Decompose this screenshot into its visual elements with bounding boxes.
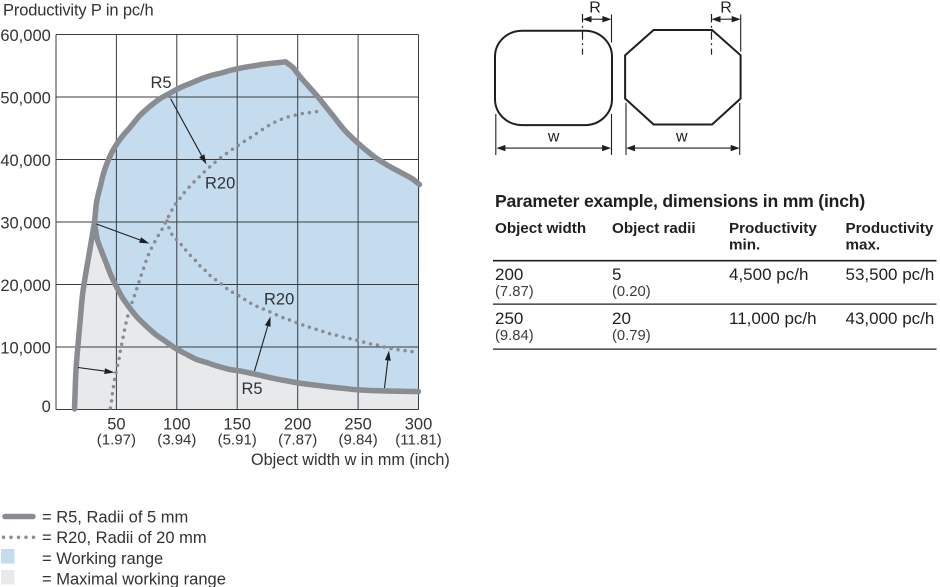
svg-text:250: 250 [344, 416, 372, 434]
svg-text:53,500 pc/h: 53,500 pc/h [846, 265, 935, 284]
svg-text:(9.84): (9.84) [495, 328, 534, 344]
svg-text:Object width: Object width [495, 220, 586, 237]
svg-text:R: R [589, 0, 601, 16]
svg-text:= Working range: = Working range [42, 550, 163, 568]
svg-text:40,000: 40,000 [0, 152, 50, 170]
svg-text:Object width w in mm (inch): Object width w in mm (inch) [251, 451, 450, 469]
svg-text:w: w [675, 129, 688, 146]
svg-text:= R5, Radii of 5 mm: = R5, Radii of 5 mm [42, 508, 188, 526]
svg-text:10,000: 10,000 [0, 339, 50, 357]
svg-text:(3.94): (3.94) [157, 432, 196, 449]
svg-text:60,000: 60,000 [0, 27, 50, 45]
svg-text:50,000: 50,000 [0, 89, 50, 107]
svg-text:max.: max. [846, 237, 881, 254]
svg-text:= R20, Radii of 20 mm: = R20, Radii of 20 mm [42, 529, 207, 547]
svg-text:43,000 pc/h: 43,000 pc/h [846, 309, 935, 328]
svg-text:150: 150 [223, 416, 251, 434]
svg-text:4,500 pc/h: 4,500 pc/h [729, 265, 808, 284]
svg-text:50: 50 [107, 416, 125, 434]
svg-text:(7.87): (7.87) [278, 432, 317, 449]
svg-text:20,000: 20,000 [0, 277, 50, 295]
svg-text:(5.91): (5.91) [218, 432, 257, 449]
svg-text:R5: R5 [151, 74, 172, 92]
svg-text:(11.81): (11.81) [395, 432, 441, 449]
svg-text:Object radii: Object radii [612, 220, 696, 237]
svg-text:11,000 pc/h: 11,000 pc/h [729, 309, 817, 328]
svg-text:w: w [547, 129, 560, 146]
svg-text:Productivity: Productivity [729, 220, 817, 237]
svg-text:(9.84): (9.84) [339, 432, 378, 449]
svg-text:300: 300 [405, 416, 433, 434]
svg-text:= Maximal working range: = Maximal working range [42, 571, 226, 587]
svg-text:(1.97): (1.97) [97, 432, 136, 449]
svg-text:0: 0 [42, 398, 51, 416]
svg-text:Productivity P in pc/h: Productivity P in pc/h [3, 2, 153, 20]
svg-text:(0.79): (0.79) [612, 328, 651, 344]
svg-text:250: 250 [495, 309, 523, 328]
svg-text:5: 5 [612, 265, 621, 284]
svg-text:R: R [720, 0, 732, 16]
svg-text:min.: min. [729, 237, 760, 254]
svg-text:30,000: 30,000 [0, 214, 50, 232]
svg-text:200: 200 [495, 265, 523, 284]
svg-text:20: 20 [612, 309, 631, 328]
svg-text:100: 100 [163, 416, 191, 434]
svg-text:200: 200 [284, 416, 312, 434]
svg-text:R5: R5 [242, 380, 263, 398]
svg-text:R20: R20 [205, 175, 235, 193]
svg-text:(7.87): (7.87) [495, 284, 534, 300]
svg-text:(0.20): (0.20) [612, 284, 651, 300]
svg-text:Parameter example, dimensions: Parameter example, dimensions in mm (inc… [495, 191, 865, 211]
svg-text:R20: R20 [264, 291, 294, 309]
svg-text:Productivity: Productivity [846, 220, 934, 237]
